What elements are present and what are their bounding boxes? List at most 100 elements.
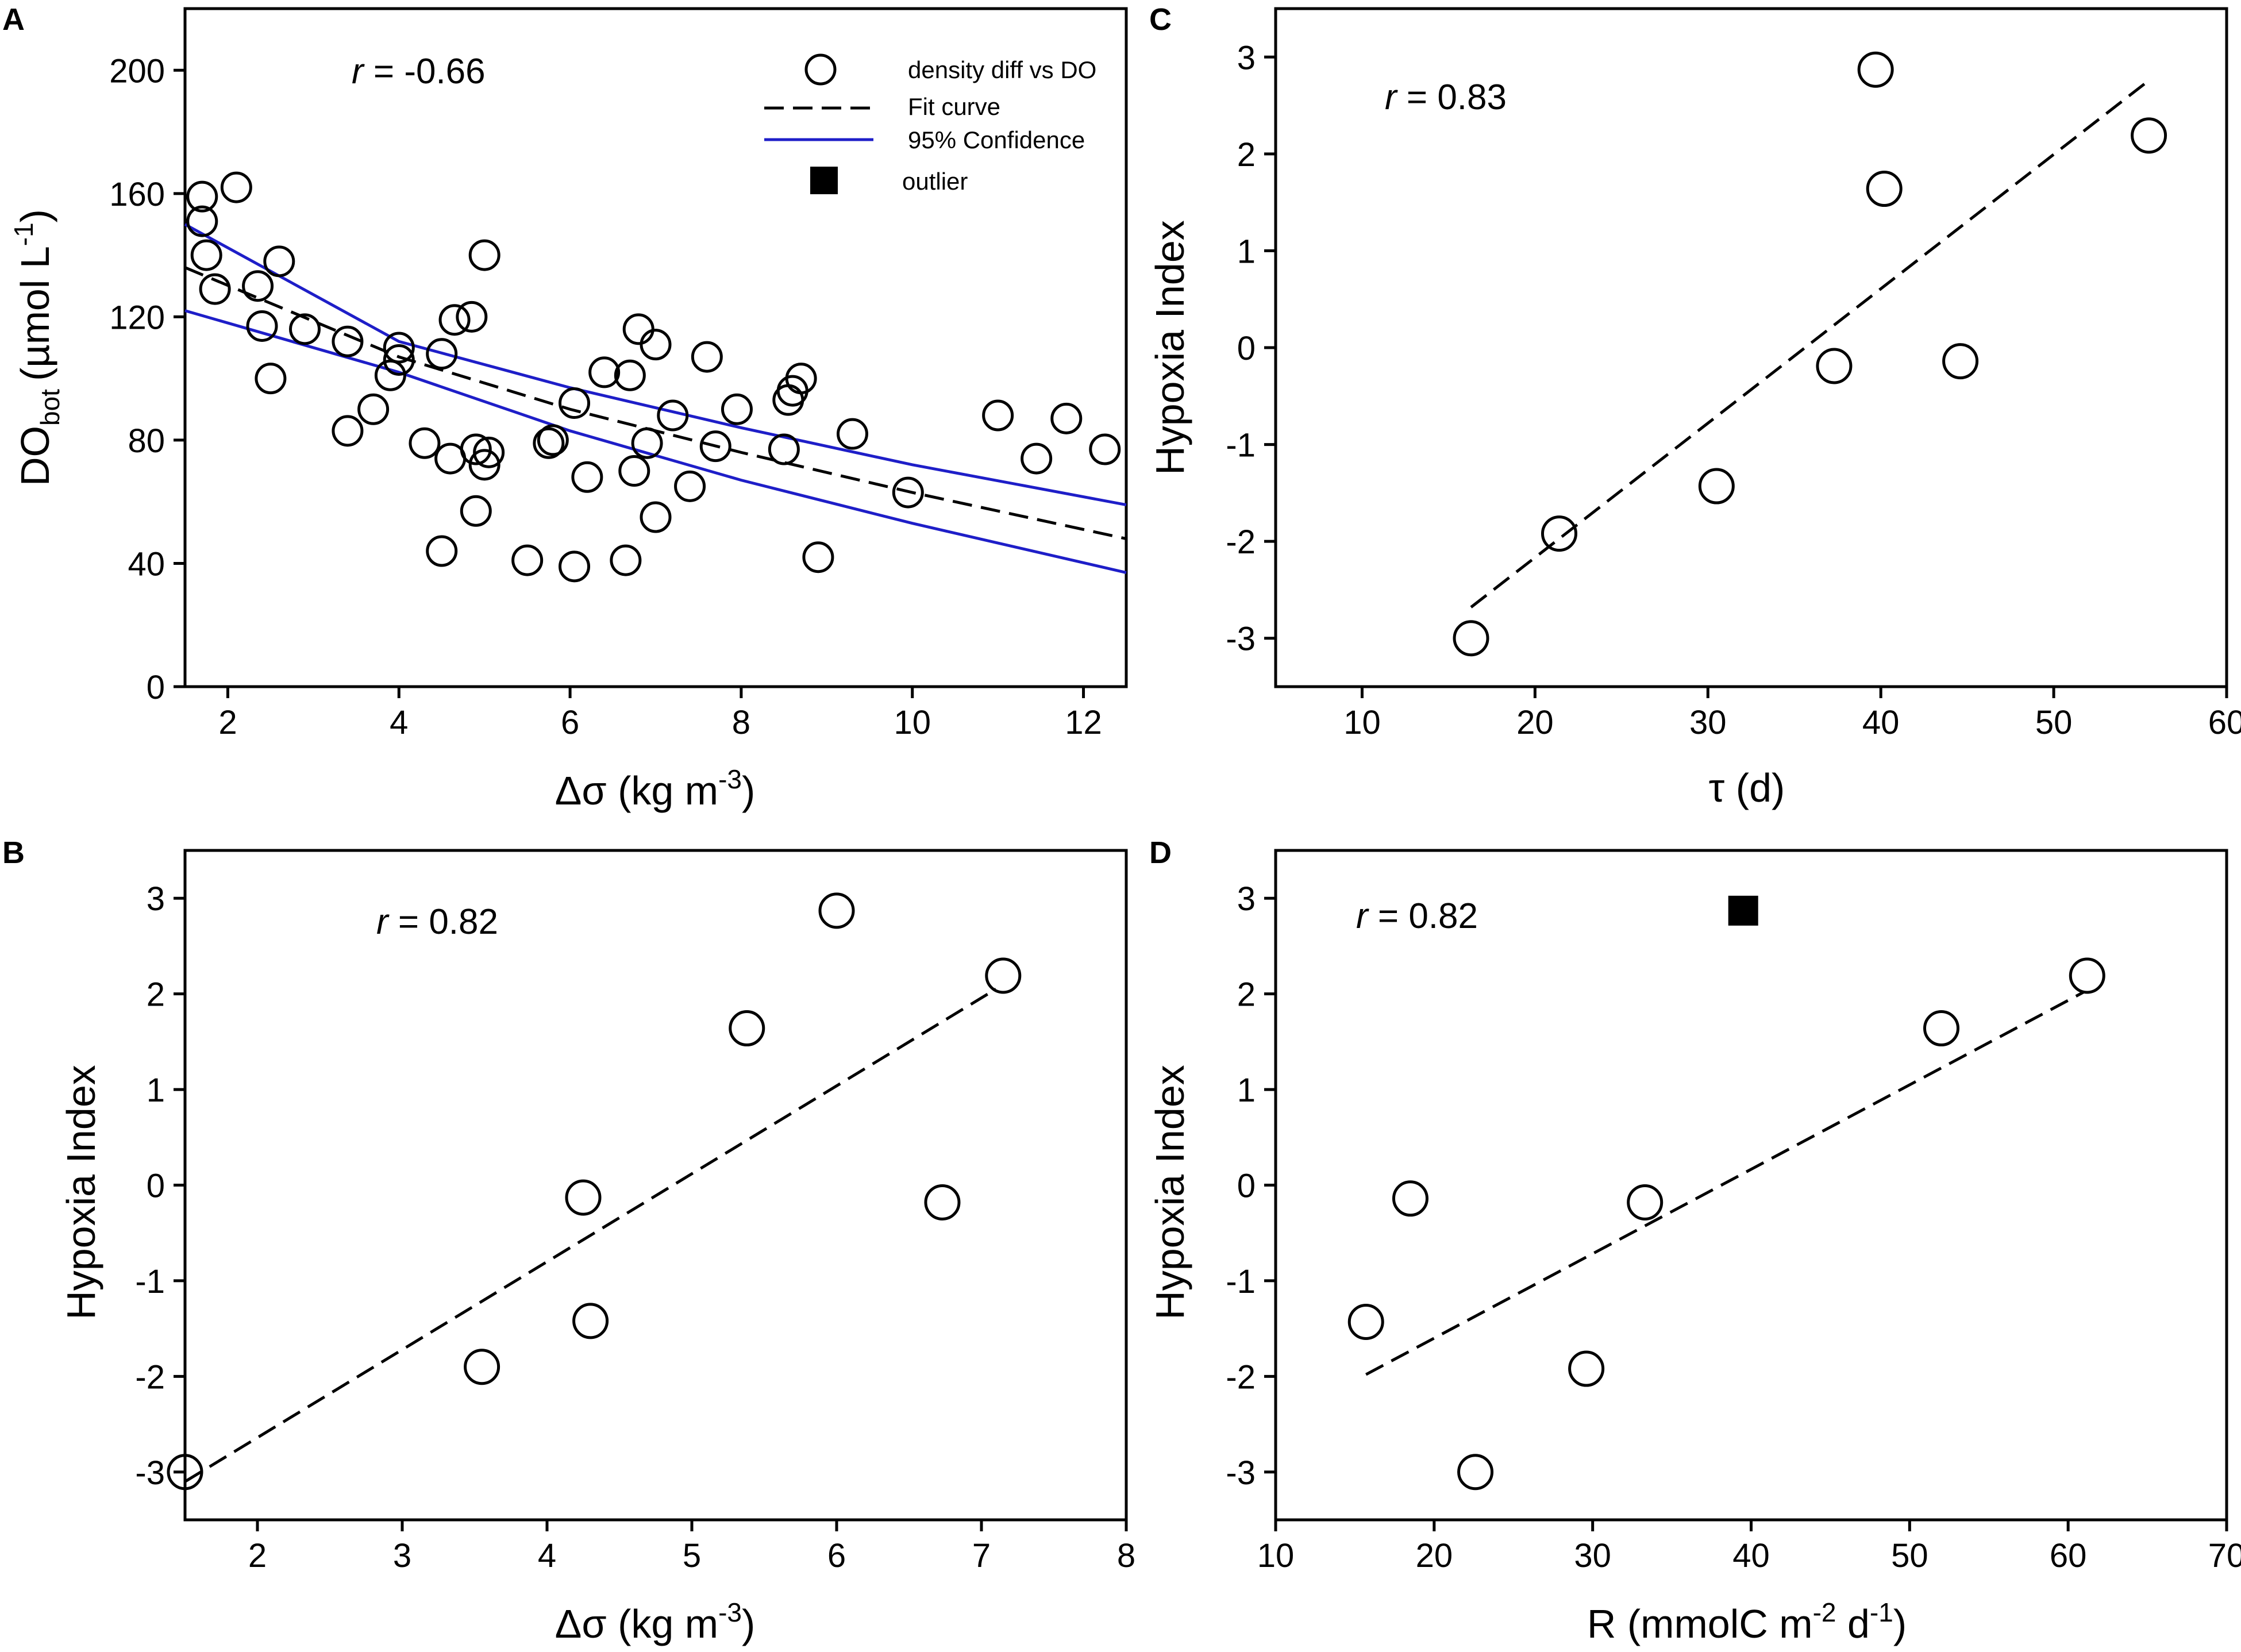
panel-c-y-tick-label: -1 [1226,427,1256,464]
panel-a-y-tick-label: 80 [128,422,165,460]
panel-c-y-tick-label: 3 [1237,39,1256,76]
panel-d-data-point [1568,1350,1605,1387]
panel-a-data-point [468,449,500,481]
panel-b-x-tick-label: 3 [393,1537,411,1574]
panel-d-data-point [1627,1184,1664,1220]
panel-d-outlier-point [1728,895,1758,926]
panel-b-y-ticks: -3 -2 -1 0 1 2 3 [135,880,185,1492]
panel-d-label: D [1149,835,1172,870]
panel-c-x-tick-label: 20 [1516,704,1554,741]
panel-a-data-point [699,430,731,463]
panel-b-x-tick-label: 2 [248,1537,267,1574]
panel-d-x-tick-label: 10 [1257,1537,1295,1574]
panel-b-y-axis-label: Hypoxia Index [59,1065,103,1320]
panel-a-data-point [640,501,672,533]
panel-a-data-point [460,495,492,527]
panel-d-y-tick-label: 2 [1237,976,1256,1014]
panel-d-curves [1365,991,2085,1376]
panel-b-data-point [818,892,855,929]
panel-d: D 10 20 30 40 50 60 70 -3 -2 -1 0 1 2 3 r = 0.82 Hyp… [1148,835,2241,1646]
panel-b-y-tick-label: 1 [147,1072,165,1109]
panel-c-curves [1470,82,2147,609]
panel-a-data-point [982,399,1014,432]
panel-a-r-label: r = -0.66 [352,52,486,91]
panel-a-x-tick-label: 8 [732,704,750,741]
panel-d-y-tick-label: 3 [1237,880,1256,918]
panel-a-data-point [468,239,500,271]
panel-d-data-point [1392,1180,1428,1217]
panel-a-data-point [674,470,706,502]
panel-a-data-point [559,550,591,583]
panel-b-y-tick-label: -1 [135,1263,165,1300]
panel-d-y-tick-label: -1 [1226,1263,1256,1300]
panel-a-data-point [588,356,621,388]
panel-c-data-point [1541,515,1577,552]
panel-b-data-point [464,1349,500,1385]
panel-a-y-tick-label: 120 [109,299,165,336]
panel-c: C 10 20 30 40 50 60 -3 -2 -1 0 1 2 3 r = 0.83 Hypox… [1148,2,2241,810]
panel-a-data-point [610,544,642,576]
panel-d-x-tick-label: 40 [1732,1537,1770,1574]
panel-a-data-point [220,171,252,203]
panel-a-data-point [332,325,364,357]
panel-d-data-point [1923,1010,1959,1047]
panel-a-data-point [426,338,458,370]
panel-d-y-axis-label: Hypoxia Index [1148,1065,1192,1320]
panel-c-x-axis-label: τ (d) [1709,765,1785,810]
panel-d-x-tick-label: 20 [1416,1537,1453,1574]
panel-a-x-tick-label: 10 [894,704,931,741]
panel-a-data-point [1021,442,1053,475]
panel-b-data-point [167,1454,203,1491]
legend-fit-label: Fit curve [908,93,1000,120]
panel-d-x-tick-label: 50 [1891,1537,1928,1574]
panel-b-x-axis-label: Δσ (kg m-3) [555,1597,756,1646]
panel-c-r-label: r = 0.83 [1385,78,1507,117]
panel-a-data-point [288,313,321,345]
panel-a-legend: density diff vs DO Fit curve 95% Confide… [764,53,1096,195]
panel-a-data-point [357,393,390,425]
panel-a-data-point [785,363,817,395]
panel-d-y-tick-label: -3 [1226,1454,1256,1492]
panel-a-data-point [511,544,544,576]
panel-a-data-point [559,387,591,419]
panel-a-ci-lower-curve [184,309,1127,574]
panel-a-data-point [1050,402,1083,434]
panel-c-y-axis-label: Hypoxia Index [1148,220,1192,475]
panel-d-y-tick-label: 0 [1237,1168,1256,1205]
panel-b-curves [184,988,997,1483]
panel-c-data-point [1942,343,1979,380]
panel-b: B 2 3 4 5 6 7 8 -3 -2 -1 0 1 2 3 r = 0.82 Hypoxia In… [2,835,1135,1646]
panel-b-data-point [985,957,1022,994]
panel-c-label: C [1149,2,1172,37]
legend-outlier-label: outlier [902,168,968,195]
panel-a-y-ticks: 0 40 80 120 160 200 [109,52,185,706]
panel-a-data-point [473,436,505,468]
panel-b-y-tick-label: 2 [147,976,165,1014]
panel-c-data-point [1453,620,1489,657]
panel-b-data-point [729,1010,765,1047]
panel-a-data-point [186,180,218,213]
panel-d-x-tick-label: 60 [2050,1537,2087,1574]
panel-b-data-point [565,1179,602,1216]
panel-c-y-tick-label: 1 [1237,233,1256,270]
panel-a-fit-curve [184,266,1127,540]
panel-a-data-point [409,427,441,459]
panel-a-data-point [640,329,672,361]
panel-a-label: A [2,2,25,37]
panel-c-data-point [1816,348,1853,384]
panel-d-data-point [1347,1303,1384,1340]
panel-a: A 2 4 6 8 10 12 0 40 80 120 160 200 r = -0.66 dens… [2,2,1128,813]
panel-a-data-point [383,344,415,376]
panel-a-x-ticks: 2 4 6 8 10 12 [218,687,1102,741]
panel-a-y-tick-label: 200 [109,52,165,90]
panel-a-data-point [456,301,488,333]
legend-ci-label: 95% Confidence [908,126,1085,153]
panel-c-data-point [1866,171,1903,207]
panel-a-y-axis-label: DObot(µmol L-1) [9,209,65,486]
panel-a-y-tick-label: 0 [147,669,165,706]
panel-b-y-tick-label: -2 [135,1358,165,1396]
panel-c-x-tick-label: 50 [2035,704,2073,741]
panel-a-data-point [186,205,218,237]
panel-c-x-ticks: 10 20 30 40 50 60 [1343,687,2241,741]
